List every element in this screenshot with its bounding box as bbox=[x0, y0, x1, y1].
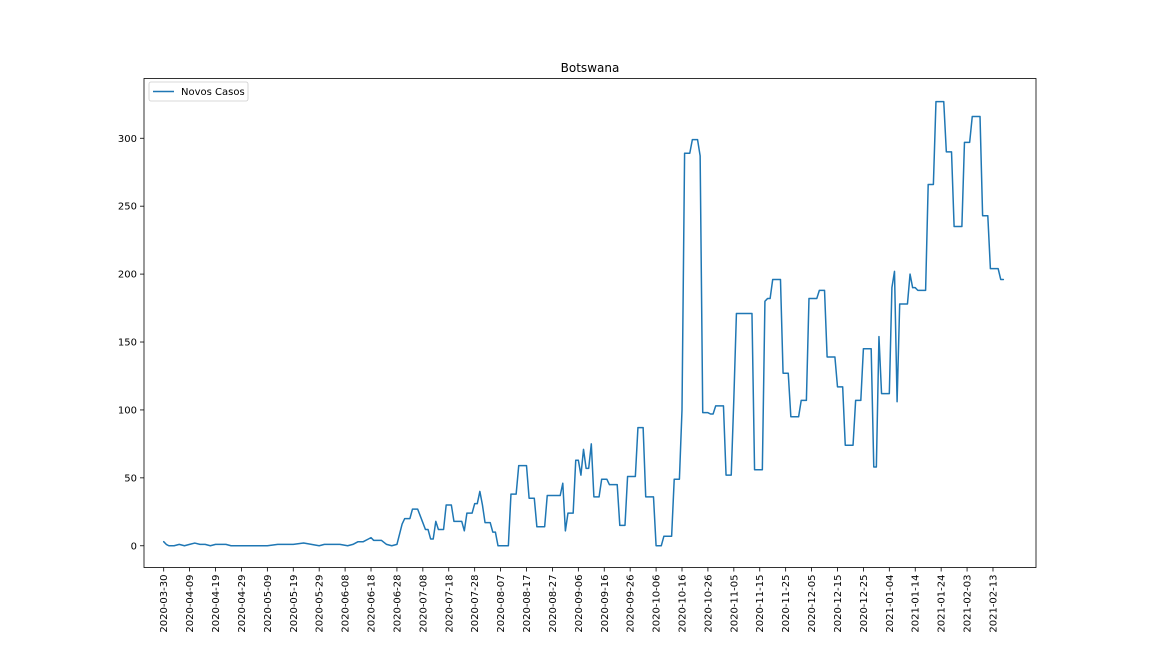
y-axis: 0 50 100 150 200 250 300 bbox=[118, 134, 144, 552]
x-tick-label: 2020-07-08 bbox=[418, 575, 429, 633]
y-tick-label: 250 bbox=[118, 202, 137, 213]
x-tick-label: 2020-09-26 bbox=[626, 575, 637, 633]
x-tick-label: 2020-12-05 bbox=[807, 575, 818, 633]
x-tick-label: 2021-02-03 bbox=[963, 575, 974, 633]
y-tick-label: 0 bbox=[131, 541, 137, 552]
x-tick-label: 2020-04-19 bbox=[211, 575, 222, 633]
y-tick-label: 100 bbox=[118, 405, 137, 416]
x-tick-label: 2020-08-27 bbox=[548, 575, 559, 633]
x-tick-label: 2020-06-18 bbox=[367, 575, 378, 633]
y-tick-label: 150 bbox=[118, 338, 137, 349]
x-tick-label: 2020-07-18 bbox=[444, 575, 455, 633]
x-tick-label: 2021-02-13 bbox=[988, 575, 999, 633]
x-tick-label: 2020-11-15 bbox=[755, 575, 766, 633]
x-tick-label: 2020-12-25 bbox=[859, 575, 870, 633]
x-tick-label: 2021-01-14 bbox=[911, 575, 922, 633]
x-tick-label: 2020-10-16 bbox=[677, 575, 688, 633]
x-tick-label: 2020-11-25 bbox=[781, 575, 792, 633]
x-tick-label: 2020-12-15 bbox=[833, 575, 844, 633]
legend-label-novos-casos: Novos Casos bbox=[181, 87, 245, 98]
y-tick-label: 50 bbox=[124, 473, 137, 484]
legend: Novos Casos bbox=[148, 81, 249, 102]
plot-frame bbox=[143, 78, 1037, 568]
x-tick-label: 2020-05-09 bbox=[263, 575, 274, 633]
x-tick-label: 2020-09-06 bbox=[574, 575, 585, 633]
x-tick-label: 2020-05-29 bbox=[315, 575, 326, 633]
series-line-novos-casos bbox=[162, 100, 1005, 547]
x-tick-label: 2020-10-06 bbox=[652, 575, 663, 633]
legend-box bbox=[148, 81, 249, 102]
chart-title: Botswana bbox=[561, 61, 620, 75]
x-tick-label: 2020-05-19 bbox=[289, 575, 300, 633]
x-tick-label: 2020-10-26 bbox=[703, 575, 714, 633]
x-tick-label: 2020-03-30 bbox=[159, 575, 170, 633]
x-tick-label: 2020-09-16 bbox=[600, 575, 611, 633]
x-tick-label: 2020-08-07 bbox=[496, 575, 507, 633]
x-tick-label: 2020-04-09 bbox=[185, 575, 196, 633]
x-tick-label: 2020-06-28 bbox=[392, 575, 403, 633]
x-tick-label: 2021-01-04 bbox=[885, 575, 896, 633]
x-axis: 2020-03-30 2020-04-09 2020-04-19 2020-04-29… bbox=[159, 567, 999, 633]
x-tick-label: 2021-01-24 bbox=[937, 575, 948, 633]
x-tick-label: 2020-06-08 bbox=[341, 575, 352, 633]
y-tick-label: 200 bbox=[118, 270, 137, 281]
x-tick-label: 2020-08-17 bbox=[522, 575, 533, 633]
x-tick-label: 2020-11-05 bbox=[729, 575, 740, 633]
x-tick-label: 2020-04-29 bbox=[237, 575, 248, 633]
plot-series bbox=[162, 100, 1005, 547]
y-tick-label: 300 bbox=[118, 134, 137, 145]
x-tick-label: 2020-07-28 bbox=[470, 575, 481, 633]
